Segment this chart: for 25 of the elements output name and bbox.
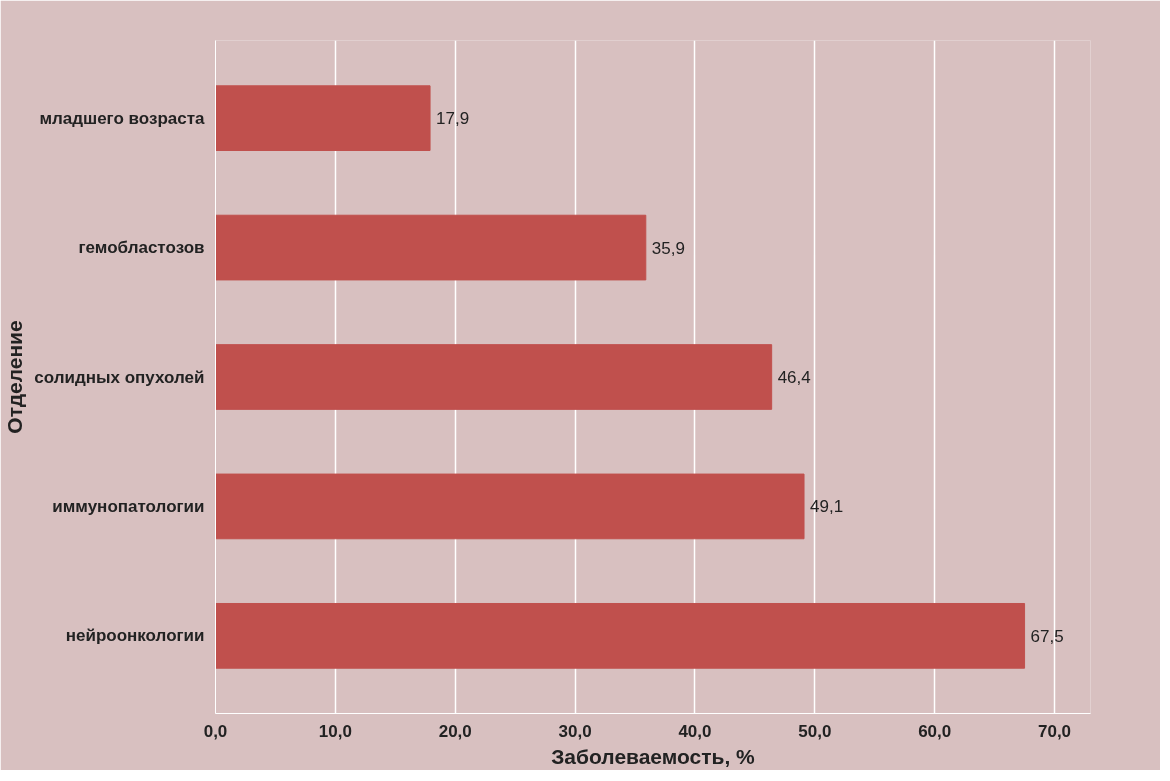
x-axis-title: Заболеваемость, % [551,744,756,768]
y-tick-label: младшего возраста [39,108,206,128]
bar [215,344,773,410]
x-tick-label: 50,0 [798,721,832,741]
data-label: 46,4 [777,368,811,387]
y-tick-label: солидных опухолей [34,367,205,387]
x-tick-label: 0,0 [203,721,228,741]
y-tick-label: нейроонкологии [65,626,205,646]
x-tick-label: 70,0 [1038,721,1072,741]
x-tick-label: 40,0 [678,721,712,741]
data-label: 67,5 [1030,626,1064,646]
bar [215,214,647,281]
x-tick-label: 10,0 [318,721,352,741]
x-tick-label: 30,0 [558,721,592,741]
data-label: 49,1 [810,497,844,517]
y-tick-label: иммунопатологии [52,496,205,516]
bar [215,473,805,540]
bar [215,602,1026,669]
y-tick-label: гемобластозов [78,238,205,258]
y-axis-title: Отделение [3,320,27,434]
data-label: 17,9 [436,109,470,129]
x-tick-label: 60,0 [918,721,952,741]
bar [215,85,431,152]
data-label: 35,9 [651,238,685,258]
x-tick-label: 20,0 [438,721,472,741]
